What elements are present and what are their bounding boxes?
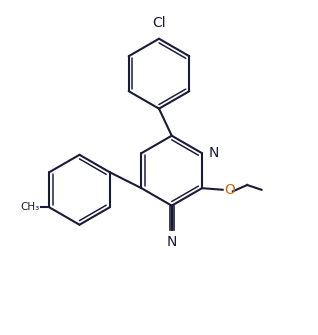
Text: N: N — [167, 235, 177, 249]
Text: CH₃: CH₃ — [20, 202, 40, 212]
Text: O: O — [224, 183, 235, 197]
Text: N: N — [209, 146, 219, 160]
Text: Cl: Cl — [152, 16, 166, 30]
